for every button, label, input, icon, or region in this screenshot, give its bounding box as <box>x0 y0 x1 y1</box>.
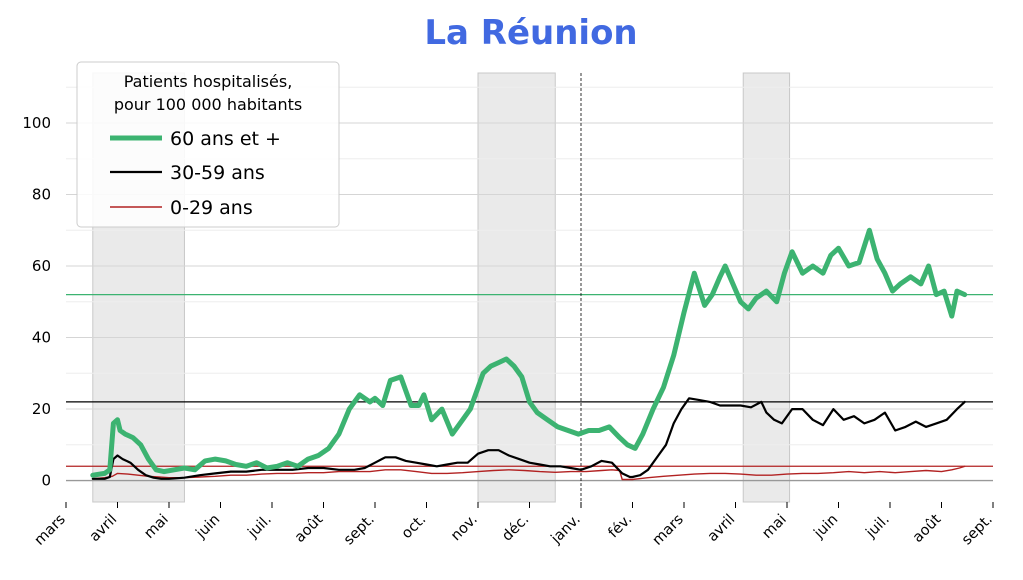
legend-box <box>76 61 340 228</box>
x-tick-label: fév. <box>606 512 636 542</box>
chart-title: La Réunion <box>424 13 637 53</box>
x-tick-label: déc. <box>499 512 532 545</box>
x-tick-label: mai <box>141 512 171 542</box>
series-line-1 <box>90 227 968 478</box>
x-tick-label: janv. <box>548 512 584 548</box>
legend-title-line-1: Patients hospitalisés, <box>124 72 293 91</box>
x-tick-label: nov. <box>448 512 481 545</box>
x-tick-label: août <box>292 511 327 546</box>
x-tick-label: juil. <box>245 512 275 542</box>
x-axis-ticks: mars avril mai juin juil. août sept. oct. nov. dé… <box>32 502 996 549</box>
y-tick-label: 100 <box>22 114 51 132</box>
x-tick-label: avril <box>705 512 739 546</box>
legend: Patients hospitalisés, pour 100 000 habi… <box>76 61 340 228</box>
x-tick-label: sept. <box>959 512 996 549</box>
shaded-period-2 <box>477 72 556 503</box>
legend-label-0-29: 0-29 ans <box>170 197 253 219</box>
x-tick-label: mai <box>759 512 789 542</box>
series-line-3 <box>92 465 966 481</box>
x-tick-label: oct. <box>399 512 430 543</box>
x-tick-label: juil. <box>863 512 893 542</box>
legend-label-30-59: 30-59 ans <box>170 162 265 184</box>
x-tick-label: sept. <box>341 512 378 549</box>
y-axis-ticks: 0 20 40 60 80 100 <box>22 114 51 490</box>
x-tick-label: août <box>910 511 945 546</box>
x-tick-label: mars <box>650 512 687 549</box>
x-tick-label: juin <box>193 512 224 543</box>
legend-label-60plus: 60 ans et + <box>170 128 281 150</box>
y-tick-label: 0 <box>41 472 51 490</box>
legend-title-line-2: pour 100 000 habitants <box>114 95 302 114</box>
x-tick-label: juin <box>811 512 842 543</box>
y-tick-label: 40 <box>32 329 51 347</box>
series-lines <box>90 227 968 481</box>
x-tick-label: avril <box>87 512 121 546</box>
y-tick-label: 60 <box>32 257 51 275</box>
series-line-2 <box>91 397 966 480</box>
y-tick-label: 80 <box>32 186 51 204</box>
x-tick-label: mars <box>32 512 69 549</box>
y-tick-label: 20 <box>32 400 51 418</box>
grid-lines <box>66 86 993 482</box>
